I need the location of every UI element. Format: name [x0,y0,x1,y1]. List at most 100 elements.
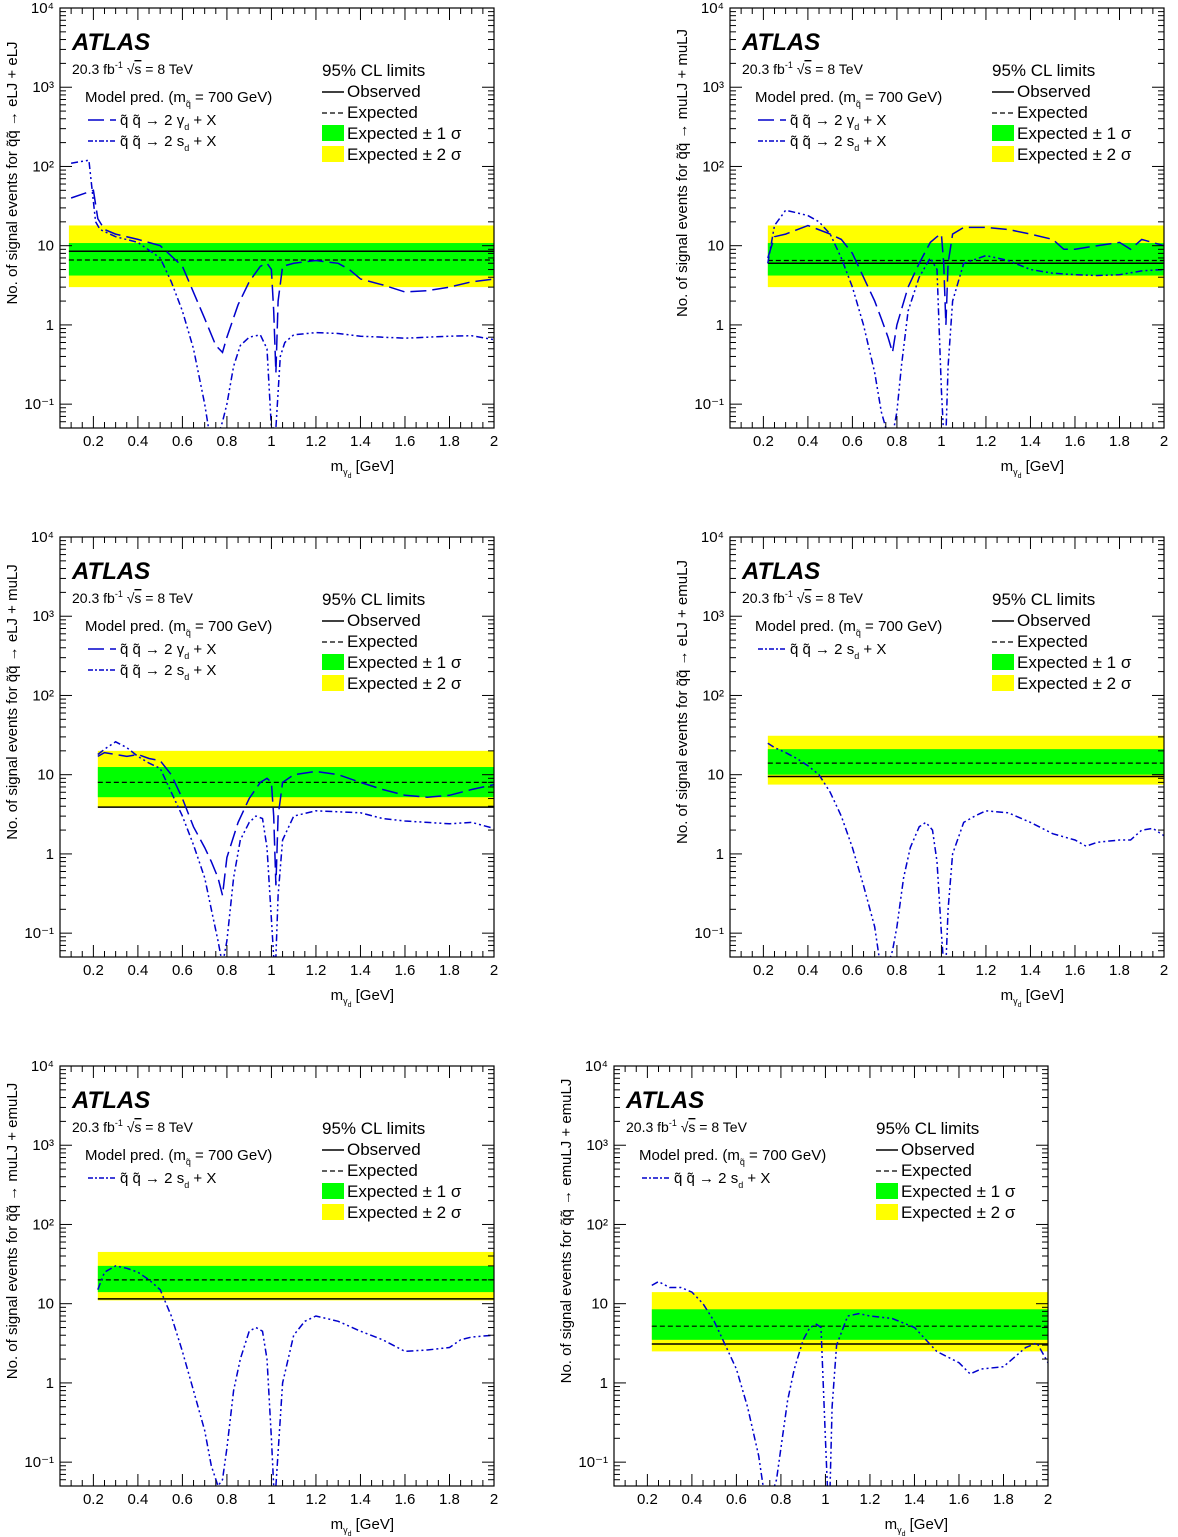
model-curve-gamma [767,224,1164,353]
y-tick-label: 10² [702,687,724,704]
y-tick-label: 1 [600,1375,608,1392]
x-tick-label: 1.6 [395,962,416,979]
x-tick-label: 1.8 [439,962,460,979]
x-tick-label: 2 [490,433,498,450]
x-tick-label: 0.8 [886,433,907,450]
model-pred-label: Model pred. (mq̃ = 700 GeV) [755,89,942,109]
chart-panel-6: 0.2 0.4 0.6 0.8 1 1.2 1.4 1.6 1.8 2 10⁻¹ 1 10 10² 10³ 1… [558,1058,1052,1537]
model-curve-gamma [97,751,494,896]
y-tick-label: 10³ [586,1137,608,1154]
luminosity-label: 20.3 fb-1 √s = 8 TeV [626,1118,748,1135]
legend-sd-label: q̃ q̃ → 2 sd + X [790,641,886,661]
model-pred-label: Model pred. (mq̃ = 700 GeV) [85,618,272,638]
y-tick-label: 1 [46,317,54,334]
y-tick-label: 10³ [702,608,724,625]
legend-gamma-label: q̃ q̃ → 2 γd + X [120,112,216,132]
plot-frame [613,1065,1049,1487]
y-tick-label: 10 [37,238,54,255]
x-axis-label: mγd [GeV] [885,1516,948,1537]
legend-1sigma-label: Expected ± 1 σ [347,1182,462,1201]
chart-panel-1: 0.2 0.4 0.6 0.8 1 1.2 1.4 1.6 1.8 2 10⁻¹ 1 10 10² 10³ 1… [4,0,498,480]
x-tick-label: 0.6 [172,1491,193,1508]
x-tick-label: 0.4 [681,1491,702,1508]
x-tick-label: 1 [821,1491,829,1508]
x-tick-label: 2 [1044,1491,1052,1508]
legend-2sigma-swatch [322,146,344,162]
x-tick-label: 1.6 [949,1491,970,1508]
legend-sd-label: q̃ q̃ → 2 sd + X [120,1170,216,1190]
x-tick-label: 0.4 [797,962,818,979]
legend-sd-label: q̃ q̃ → 2 sd + X [120,133,216,153]
luminosity-label: 20.3 fb-1 √s = 8 TeV [72,589,194,606]
chart-panel-4: 0.2 0.4 0.6 0.8 1 1.2 1.4 1.6 1.8 2 10⁻¹ 1 10 10² 10³ 1… [674,529,1168,1009]
x-tick-label: 0.8 [216,1491,237,1508]
y-tick-label: 10⁻¹ [24,1454,54,1471]
x-tick-label: 1.4 [1020,962,1041,979]
y-tick-label: 10⁴ [31,529,54,546]
y-tick-label: 1 [46,846,54,863]
legend-1sigma-swatch [992,125,1014,141]
y-tick-label: 10 [37,767,54,784]
chart-panel-3: 0.2 0.4 0.6 0.8 1 1.2 1.4 1.6 1.8 2 10⁻¹ 1 10 10² 10³ 1… [4,529,498,1009]
x-tick-label: 0.2 [83,962,104,979]
y-axis-label: No. of signal events for q̃q̃ → emuLJ + … [558,1079,575,1384]
x-tick-label: 1.2 [306,433,327,450]
x-tick-label: 0.6 [842,433,863,450]
x-axis-label: mγd [GeV] [331,987,394,1009]
legend-expected-label: Expected [347,103,418,122]
model-pred-label: Model pred. (mq̃ = 700 GeV) [85,89,272,109]
x-tick-label: 1.4 [350,433,371,450]
x-tick-label: 1 [267,433,275,450]
model-curve-sd [97,1265,494,1486]
x-tick-label: 0.6 [842,962,863,979]
model-curve-sd [97,740,494,957]
x-tick-label: 1.2 [976,962,997,979]
y-tick-label: 10 [707,767,724,784]
legend-1sigma-label: Expected ± 1 σ [1017,653,1132,672]
y-tick-label: 10⁴ [31,0,54,17]
atlas-label: ATLAS [71,29,150,56]
legend-2sigma-swatch [322,675,344,691]
plot-frame [59,7,495,429]
atlas-label: ATLAS [741,29,820,56]
model-curve-gamma [70,189,494,373]
y-tick-label: 10⁻¹ [694,925,724,942]
x-tick-label: 1.6 [1065,962,1086,979]
legend-expected-label: Expected [347,632,418,651]
model-curve-sd [70,159,494,428]
legend-observed-label: Observed [1017,611,1091,630]
x-tick-label: 1.2 [306,962,327,979]
y-tick-label: 10⁻¹ [24,396,54,413]
y-tick-label: 10⁻¹ [578,1454,608,1471]
x-tick-label: 1.8 [993,1491,1014,1508]
x-tick-label: 0.4 [127,962,148,979]
plot-frame [729,7,1165,429]
atlas-label: ATLAS [71,1087,150,1114]
plot-area [767,209,1164,428]
plot-area [68,159,494,428]
plot-area [651,1280,1048,1486]
y-axis-label: No. of signal events for q̃q̃ → muLJ + m… [674,29,691,317]
x-axis-label: mγd [GeV] [331,1516,394,1537]
y-tick-label: 10³ [32,608,54,625]
y-tick-label: 10⁴ [701,529,724,546]
x-tick-label: 0.6 [172,433,193,450]
legend-sd-label: q̃ q̃ → 2 sd + X [674,1170,770,1190]
cl-limits-title: 95% CL limits [322,1119,425,1138]
legend-1sigma-label: Expected ± 1 σ [1017,124,1132,143]
x-tick-label: 2 [490,962,498,979]
legend-sd-label: q̃ q̃ → 2 sd + X [790,133,886,153]
x-tick-label: 0.6 [726,1491,747,1508]
legend-observed-label: Observed [347,611,421,630]
y-axis-label: No. of signal events for q̃q̃ → eLJ + mu… [4,564,21,840]
legend-2sigma-swatch [992,675,1014,691]
x-tick-label: 1 [267,962,275,979]
y-tick-label: 10³ [32,1137,54,1154]
y-tick-label: 10³ [702,79,724,96]
cl-limits-title: 95% CL limits [322,590,425,609]
legend-expected-label: Expected [1017,632,1088,651]
x-tick-label: 1.6 [1065,433,1086,450]
x-tick-label: 1.6 [395,1491,416,1508]
y-tick-label: 10⁻¹ [24,925,54,942]
legend-1sigma-swatch [322,1183,344,1199]
